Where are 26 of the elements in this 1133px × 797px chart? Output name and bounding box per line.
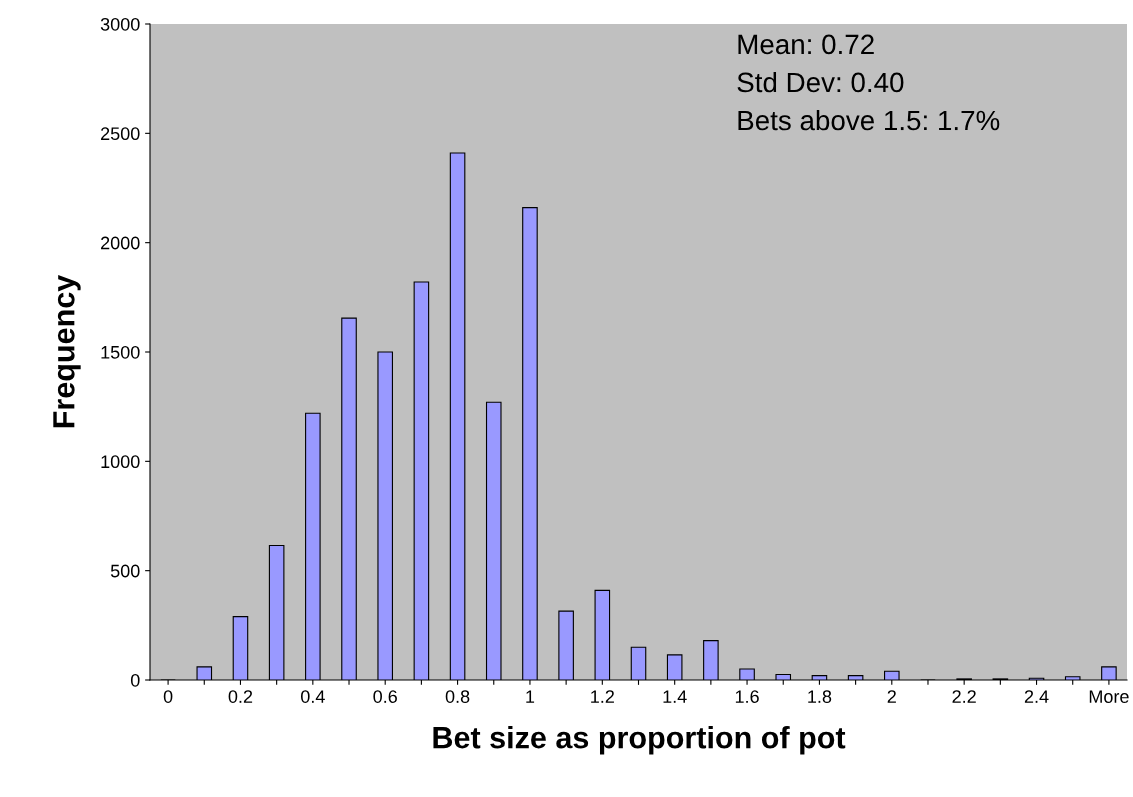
y-axis-title: Frequency [53,274,81,428]
y-tick-label: 2000 [101,236,140,250]
x-tick-label: 1.6 [735,690,759,703]
x-tick-label: 1.8 [808,690,832,703]
y-tick-label: 0 [130,673,140,687]
x-tick-label: 1.4 [663,690,687,703]
y-tick-label: 1500 [101,345,140,359]
y-tick-label: 500 [110,564,140,578]
x-tick-label: 0 [163,690,173,703]
x-tick-label: 0.6 [373,690,397,703]
x-tick-label: 0.8 [445,690,470,703]
x-tick-label: 1.2 [591,690,614,703]
y-tick-label: 3000 [100,17,140,31]
x-tick-label: 2.2 [952,690,976,703]
x-tick-label: More [1089,690,1129,703]
y-tick-label: 2500 [101,127,140,141]
annotation: Bets above 1.5: 1.7% [738,109,1000,131]
x-axis-title: Bet size as proportion of pot [433,726,846,755]
annotation: Std Dev: 0.40 [737,71,904,93]
x-tick-label: 0.4 [300,690,325,703]
x-tick-label: 1 [526,690,535,703]
x-tick-label: 2.4 [1024,690,1049,703]
x-tick-label: 2 [887,690,896,703]
y-tick-label: 1000 [101,455,140,469]
annotation: Mean: 0.72 [738,34,874,55]
x-tick-label: 0.2 [228,690,253,703]
